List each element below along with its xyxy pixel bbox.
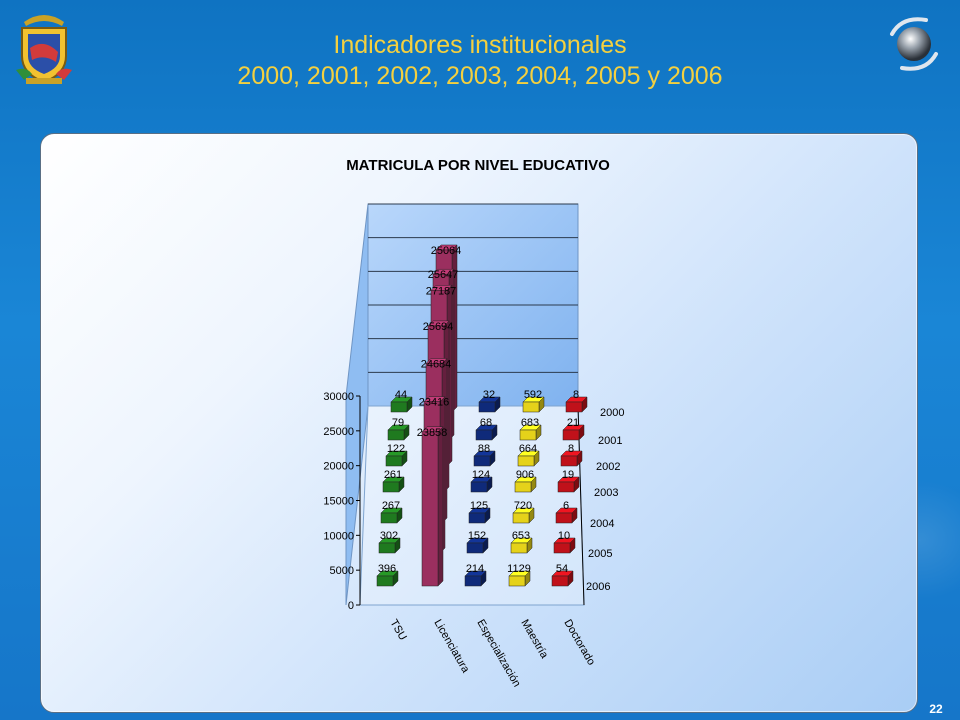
data-label: 683 (521, 417, 539, 429)
title-line-2: 2000, 2001, 2002, 2003, 2004, 2005 y 200… (237, 62, 723, 90)
university-crest-icon (16, 15, 72, 84)
chart-title: MATRICULA POR NIVEL EDUCATIVO (346, 157, 610, 174)
y-tick-label: 15000 (323, 496, 354, 508)
year-axis-label: 2006 (586, 581, 610, 593)
data-label: 24684 (421, 358, 452, 370)
data-label: 44 (395, 389, 407, 401)
bar-Especialización-2002 (473, 455, 491, 467)
bar-Especialización-2005 (466, 542, 484, 554)
data-label: 25694 (423, 321, 454, 333)
data-label: 25647 (428, 269, 459, 281)
data-label: 19 (562, 469, 574, 481)
data-label: 125 (470, 500, 488, 512)
bar-Especialización-2001 (475, 429, 493, 441)
data-label: 21 (567, 417, 579, 429)
bar-side (437, 426, 444, 587)
data-label: 906 (516, 469, 534, 481)
year-axis-label: 2002 (596, 461, 620, 473)
data-label: 592 (524, 389, 542, 401)
data-label: 124 (472, 469, 490, 481)
y-tick-label: 10000 (323, 530, 354, 542)
category-label: Especialización (474, 618, 522, 690)
bar-Especialización-2006 (464, 575, 482, 587)
data-label: 267 (382, 500, 400, 512)
year-axis-label: 2000 (600, 407, 624, 419)
data-label: 79 (392, 417, 404, 429)
bar-Especialización-2000 (478, 401, 496, 413)
bar-Especialización-2003 (470, 481, 488, 493)
data-label: 25064 (431, 245, 462, 257)
year-axis-label: 2005 (588, 548, 612, 560)
category-label: Licenciatura (431, 618, 471, 676)
category-label: Maestría (518, 618, 550, 662)
bar-Doctorado-2000 (565, 401, 583, 413)
data-label: 8 (573, 389, 579, 401)
bar-Maestría-2005 (510, 542, 528, 554)
year-axis-label: 2001 (598, 435, 622, 447)
data-label: 261 (384, 469, 402, 481)
page-number: 22 (929, 702, 943, 716)
bar-TSU-2005 (378, 542, 396, 554)
y-tick-label: 30000 (323, 391, 354, 403)
data-label: 88 (478, 443, 490, 455)
data-label: 23858 (417, 427, 448, 439)
data-label: 10 (558, 530, 570, 542)
bar-Doctorado-2005 (553, 542, 571, 554)
y-tick-label: 0 (348, 600, 354, 612)
y-tick-label: 5000 (330, 565, 354, 577)
bar-Doctorado-2004 (555, 512, 573, 524)
bar-Doctorado-2006 (551, 575, 569, 587)
bar-Doctorado-2003 (557, 481, 575, 493)
bar-Maestría-2004 (512, 512, 530, 524)
data-label: 214 (466, 563, 484, 575)
data-label: 122 (387, 443, 405, 455)
bar-Doctorado-2002 (560, 455, 578, 467)
category-label: Doctorado (561, 618, 597, 668)
bar-Especialización-2004 (468, 512, 486, 524)
bar-Maestría-2006 (508, 575, 526, 587)
category-label: TSU (387, 618, 408, 643)
bar-TSU-2001 (387, 429, 405, 441)
bar-TSU-2006 (376, 575, 394, 587)
data-label: 1129 (507, 563, 531, 575)
data-label: 27187 (426, 285, 457, 297)
data-label: 302 (380, 530, 398, 542)
data-label: 653 (512, 530, 530, 542)
y-tick-label: 20000 (323, 461, 354, 473)
bar-TSU-2000 (390, 401, 408, 413)
data-label: 396 (378, 563, 396, 575)
data-label: 720 (514, 500, 532, 512)
title-line-1: Indicadores institucionales (333, 31, 627, 59)
bar-TSU-2004 (380, 512, 398, 524)
bar-Maestría-2003 (514, 481, 532, 493)
data-label: 32 (483, 389, 495, 401)
data-label: 6 (563, 500, 569, 512)
bar-Maestría-2000 (522, 401, 540, 413)
bar-Doctorado-2001 (562, 429, 580, 441)
y-tick-label: 25000 (323, 426, 354, 438)
bar-Maestría-2001 (519, 429, 537, 441)
bar-Licenciatura-2006 (421, 431, 439, 587)
globe-icon (890, 17, 938, 71)
year-axis-label: 2003 (594, 487, 618, 499)
page-title: Indicadores institucionales 2000, 2001, … (0, 30, 960, 92)
bar-TSU-2002 (385, 455, 403, 467)
data-label: 664 (519, 443, 537, 455)
bar-Maestría-2002 (517, 455, 535, 467)
data-label: 54 (556, 563, 568, 575)
bar-TSU-2003 (382, 481, 400, 493)
data-label: 152 (468, 530, 486, 542)
data-label: 68 (480, 417, 492, 429)
data-label: 8 (568, 443, 574, 455)
data-label: 23416 (419, 397, 450, 409)
year-axis-label: 2004 (590, 518, 614, 530)
